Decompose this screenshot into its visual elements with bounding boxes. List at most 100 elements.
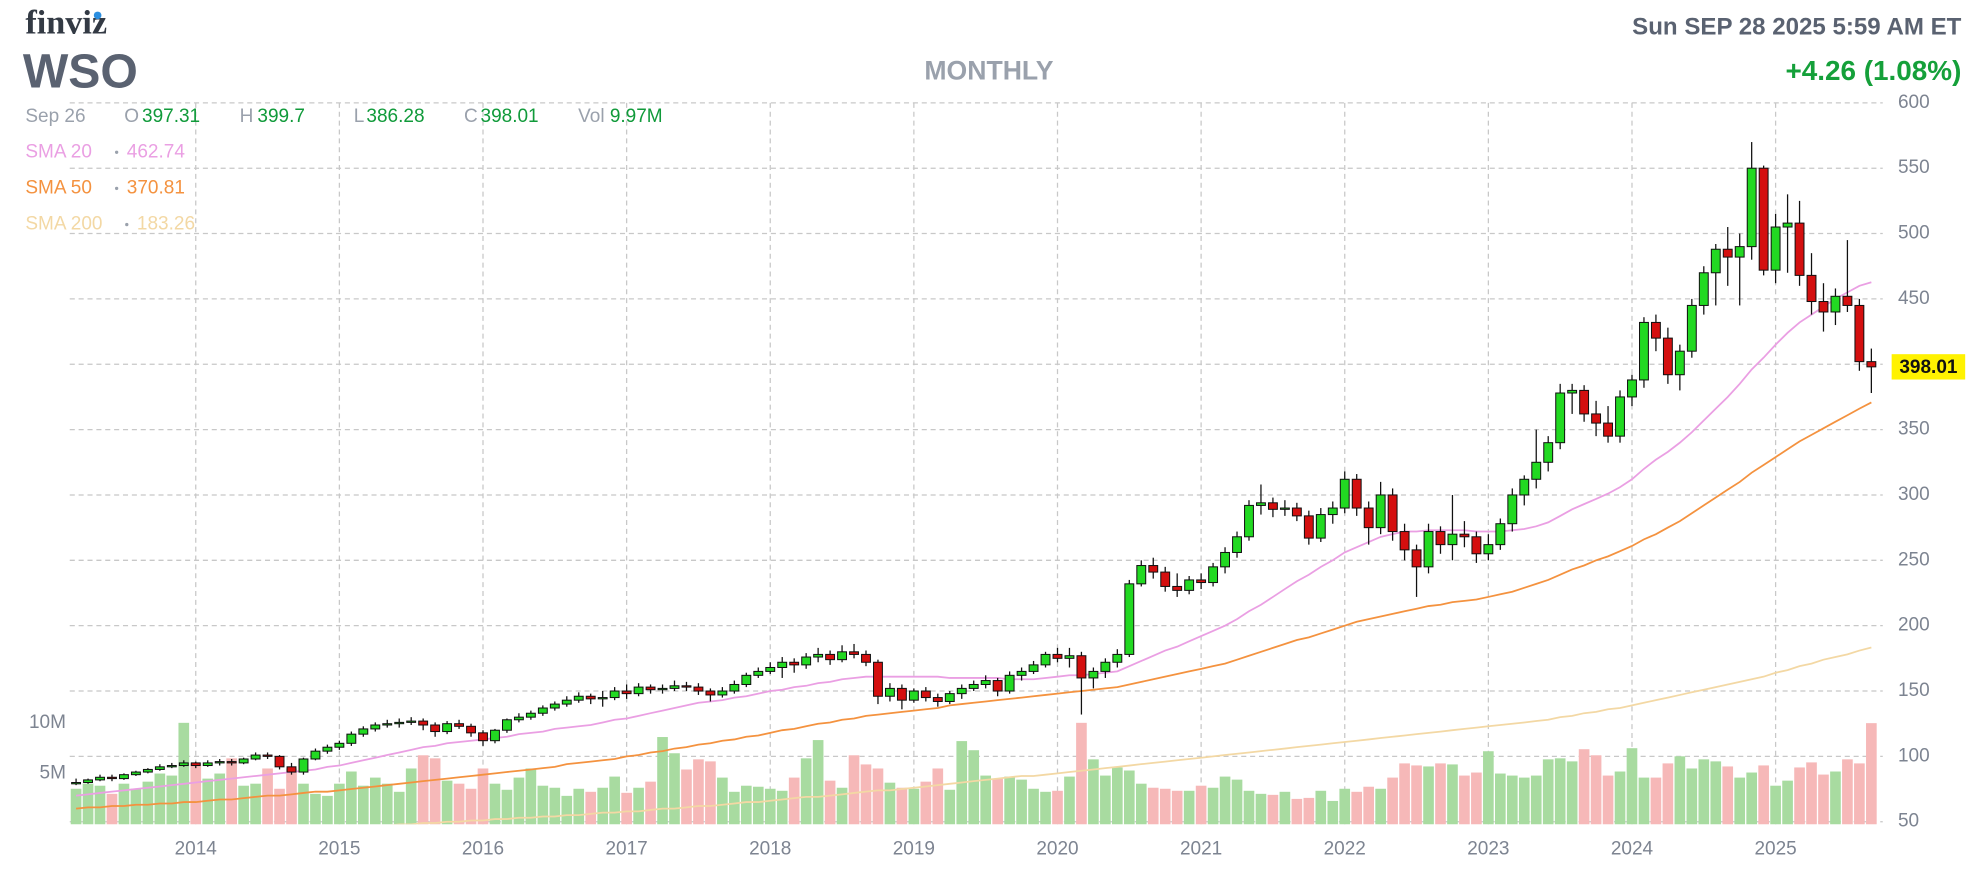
candle-body xyxy=(597,697,608,700)
volume-bar xyxy=(1363,786,1375,825)
volume-bar xyxy=(118,783,130,825)
volume-bar xyxy=(1052,790,1063,825)
volume-bar xyxy=(1016,779,1027,825)
candle-body xyxy=(1136,565,1147,585)
volume-bar xyxy=(1100,775,1111,825)
volume-bar xyxy=(178,722,190,825)
candle-body xyxy=(789,661,800,666)
volume-bar xyxy=(1088,759,1099,825)
volume-bar xyxy=(1243,790,1255,825)
candle-body xyxy=(406,720,417,723)
y-tick-label: 300 xyxy=(1898,484,1930,505)
volume-bar xyxy=(417,755,429,825)
ohlc-row: Sep 26 O 397.31 H 399.7 L 386.28 C 398.0… xyxy=(25,106,662,127)
volume-bar xyxy=(980,775,992,825)
candle-body xyxy=(346,733,357,744)
candle-body xyxy=(250,754,261,760)
candle-body xyxy=(1411,549,1422,568)
candle-body xyxy=(849,651,859,655)
candle-body xyxy=(1627,379,1637,398)
volume-bar xyxy=(1770,785,1781,825)
y-tick-label: 600 xyxy=(1898,92,1930,113)
volume-bar xyxy=(1650,777,1662,825)
volume-bar xyxy=(334,783,345,825)
volume-bar xyxy=(154,773,166,825)
candle-body xyxy=(753,670,764,676)
volume-bar xyxy=(1782,780,1793,825)
sma-line xyxy=(75,401,1872,810)
candle-body xyxy=(1567,389,1578,394)
volume-bar xyxy=(585,791,597,825)
volume-bar xyxy=(501,789,513,825)
candle-body xyxy=(1028,664,1039,672)
volume xyxy=(70,722,1877,825)
candle-body xyxy=(166,765,177,768)
ohlc-value: 9.97M xyxy=(610,106,663,127)
candle-body xyxy=(1686,304,1697,352)
candle-body xyxy=(968,683,979,689)
volume-bar xyxy=(1291,798,1303,825)
candle-body xyxy=(1052,653,1063,659)
candle-body xyxy=(1088,670,1099,679)
volume-bar xyxy=(908,788,920,825)
candle-body xyxy=(394,721,405,725)
volume-bar xyxy=(226,758,237,825)
volume-bar xyxy=(884,782,896,825)
candle-body xyxy=(1483,544,1494,555)
volume-bar xyxy=(1064,776,1075,825)
volume-bar xyxy=(1279,791,1291,825)
volume-bar xyxy=(1327,800,1339,825)
volume-bar xyxy=(633,787,644,825)
volume-bar xyxy=(896,787,908,825)
candle-body xyxy=(669,685,680,689)
x-tick-label: 2023 xyxy=(1467,839,1509,860)
candle-body xyxy=(1279,507,1290,510)
volume-bar xyxy=(381,783,393,825)
candle-body xyxy=(932,697,943,702)
volume-bar xyxy=(705,761,716,825)
candle-body xyxy=(585,695,596,700)
legend-label: SMA 20 xyxy=(25,141,92,162)
candle-body xyxy=(466,725,476,734)
candle-body xyxy=(1734,246,1745,258)
volume-bar xyxy=(669,753,680,825)
volume-bar xyxy=(1076,722,1087,825)
volume-bar xyxy=(82,783,94,825)
candle-body xyxy=(621,690,632,695)
volume-bar xyxy=(1842,759,1853,825)
volume-bar xyxy=(453,783,465,825)
x-tick-label: 2018 xyxy=(749,839,791,860)
volume-bar xyxy=(1112,767,1123,825)
volume-bar xyxy=(1147,787,1159,825)
candle-body xyxy=(107,776,117,780)
timeframe: MONTHLY xyxy=(924,55,1053,85)
candle-body xyxy=(1842,295,1853,306)
volume-bar xyxy=(1255,793,1267,825)
candle-body xyxy=(1806,274,1817,303)
candle-body xyxy=(645,686,656,691)
volume-bar xyxy=(94,785,106,825)
candle-body xyxy=(549,703,560,709)
candle-body xyxy=(1327,507,1338,516)
volume-bar xyxy=(824,780,836,825)
candle-body xyxy=(1662,337,1673,376)
volume-bar xyxy=(1171,790,1183,825)
x-tick-label: 2021 xyxy=(1180,839,1222,860)
candle-body xyxy=(1315,514,1326,539)
candle-body xyxy=(873,661,883,697)
volume-bar xyxy=(788,777,800,825)
volume-bar xyxy=(1590,755,1602,825)
volume-bar xyxy=(286,768,297,825)
volume-bar xyxy=(238,785,249,825)
volume-bar xyxy=(465,788,477,825)
candle-body xyxy=(944,693,955,702)
volume-bar xyxy=(561,795,573,825)
volume-bar xyxy=(944,789,956,825)
volume-bar xyxy=(429,758,441,825)
volume-bar xyxy=(729,791,740,825)
candle-body xyxy=(1746,167,1757,248)
candle-body xyxy=(980,680,991,685)
volume-bar xyxy=(369,777,381,825)
candle-body xyxy=(1794,222,1805,276)
